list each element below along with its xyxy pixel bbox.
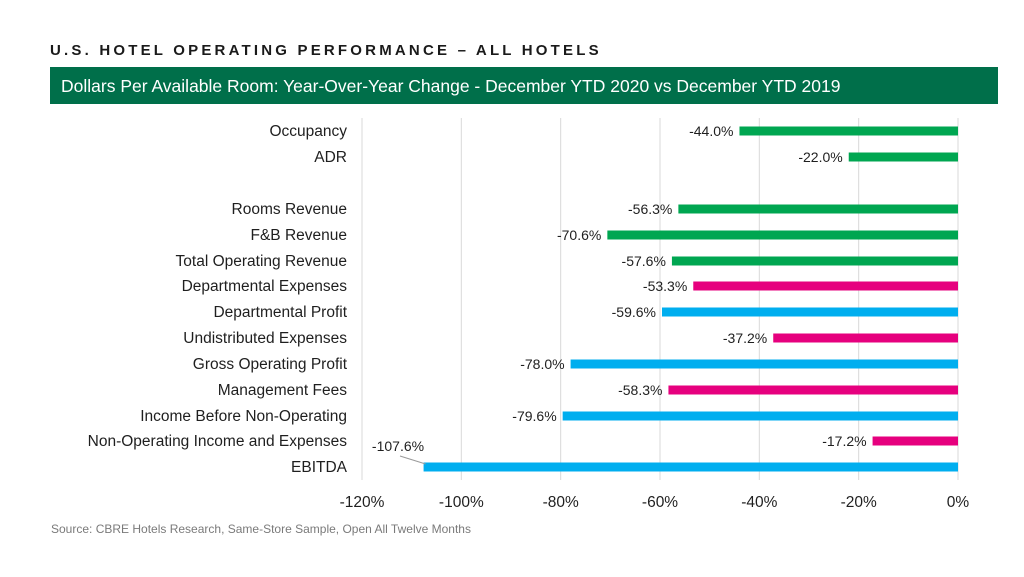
x-tick-label: -40%	[741, 494, 777, 511]
x-tick-label: -100%	[439, 494, 484, 511]
bar	[607, 230, 958, 240]
value-label: -37.2%	[723, 330, 767, 346]
bar	[872, 436, 958, 446]
category-label: Non-Operating Income and Expenses	[88, 433, 348, 450]
page-title: U.S. HOTEL OPERATING PERFORMANCE – ALL H…	[50, 42, 602, 59]
leader-line	[399, 455, 426, 465]
value-label: -70.6%	[557, 227, 601, 243]
category-label: Total Operating Revenue	[176, 253, 347, 270]
gridlines	[361, 118, 959, 480]
labels: -120% -100% -80% -60% -40% -20% 0% Occupancy -44…	[88, 123, 970, 511]
x-tick-label: 0%	[947, 494, 970, 511]
category-label: Management Fees	[218, 382, 347, 399]
bar	[739, 126, 958, 136]
value-label: -79.6%	[512, 408, 556, 424]
bars	[423, 126, 958, 472]
source-note: Source: CBRE Hotels Research, Same-Store…	[51, 522, 471, 536]
value-label: -59.6%	[612, 304, 656, 320]
value-label: -22.0%	[798, 149, 842, 165]
x-tick-label: -60%	[642, 494, 678, 511]
bar	[693, 281, 958, 291]
category-label: Income Before Non-Operating	[140, 408, 347, 425]
bar	[848, 152, 958, 162]
value-label: -53.3%	[643, 278, 687, 294]
chart-title-banner: Dollars Per Available Room: Year-Over-Ye…	[50, 67, 998, 104]
category-label: Departmental Profit	[213, 304, 347, 321]
category-label: ADR	[314, 149, 347, 166]
bar	[773, 333, 958, 343]
value-label: -107.6%	[372, 438, 424, 454]
value-label: -17.2%	[822, 433, 866, 449]
x-tick-label: -20%	[841, 494, 877, 511]
x-tick-label: -120%	[340, 494, 385, 511]
bar	[671, 256, 958, 266]
value-label: -57.6%	[622, 253, 666, 269]
value-label: -56.3%	[628, 201, 672, 217]
category-label: Departmental Expenses	[182, 278, 348, 295]
value-label: -58.3%	[618, 382, 662, 398]
bar	[661, 307, 958, 317]
bar	[678, 204, 958, 214]
bar	[562, 411, 958, 421]
category-label: Undistributed Expenses	[183, 330, 347, 347]
category-label: F&B Revenue	[251, 227, 348, 244]
value-label: -78.0%	[520, 356, 564, 372]
category-label: EBITDA	[291, 459, 348, 476]
bar	[570, 359, 958, 369]
x-tick-label: -80%	[543, 494, 579, 511]
category-label: Rooms Revenue	[232, 201, 347, 218]
category-label: Occupancy	[269, 123, 347, 140]
bar	[423, 462, 958, 472]
category-label: Gross Operating Profit	[193, 356, 348, 373]
bar	[668, 385, 958, 395]
chart-title: Dollars Per Available Room: Year-Over-Ye…	[61, 76, 841, 96]
value-label: -44.0%	[689, 123, 733, 139]
